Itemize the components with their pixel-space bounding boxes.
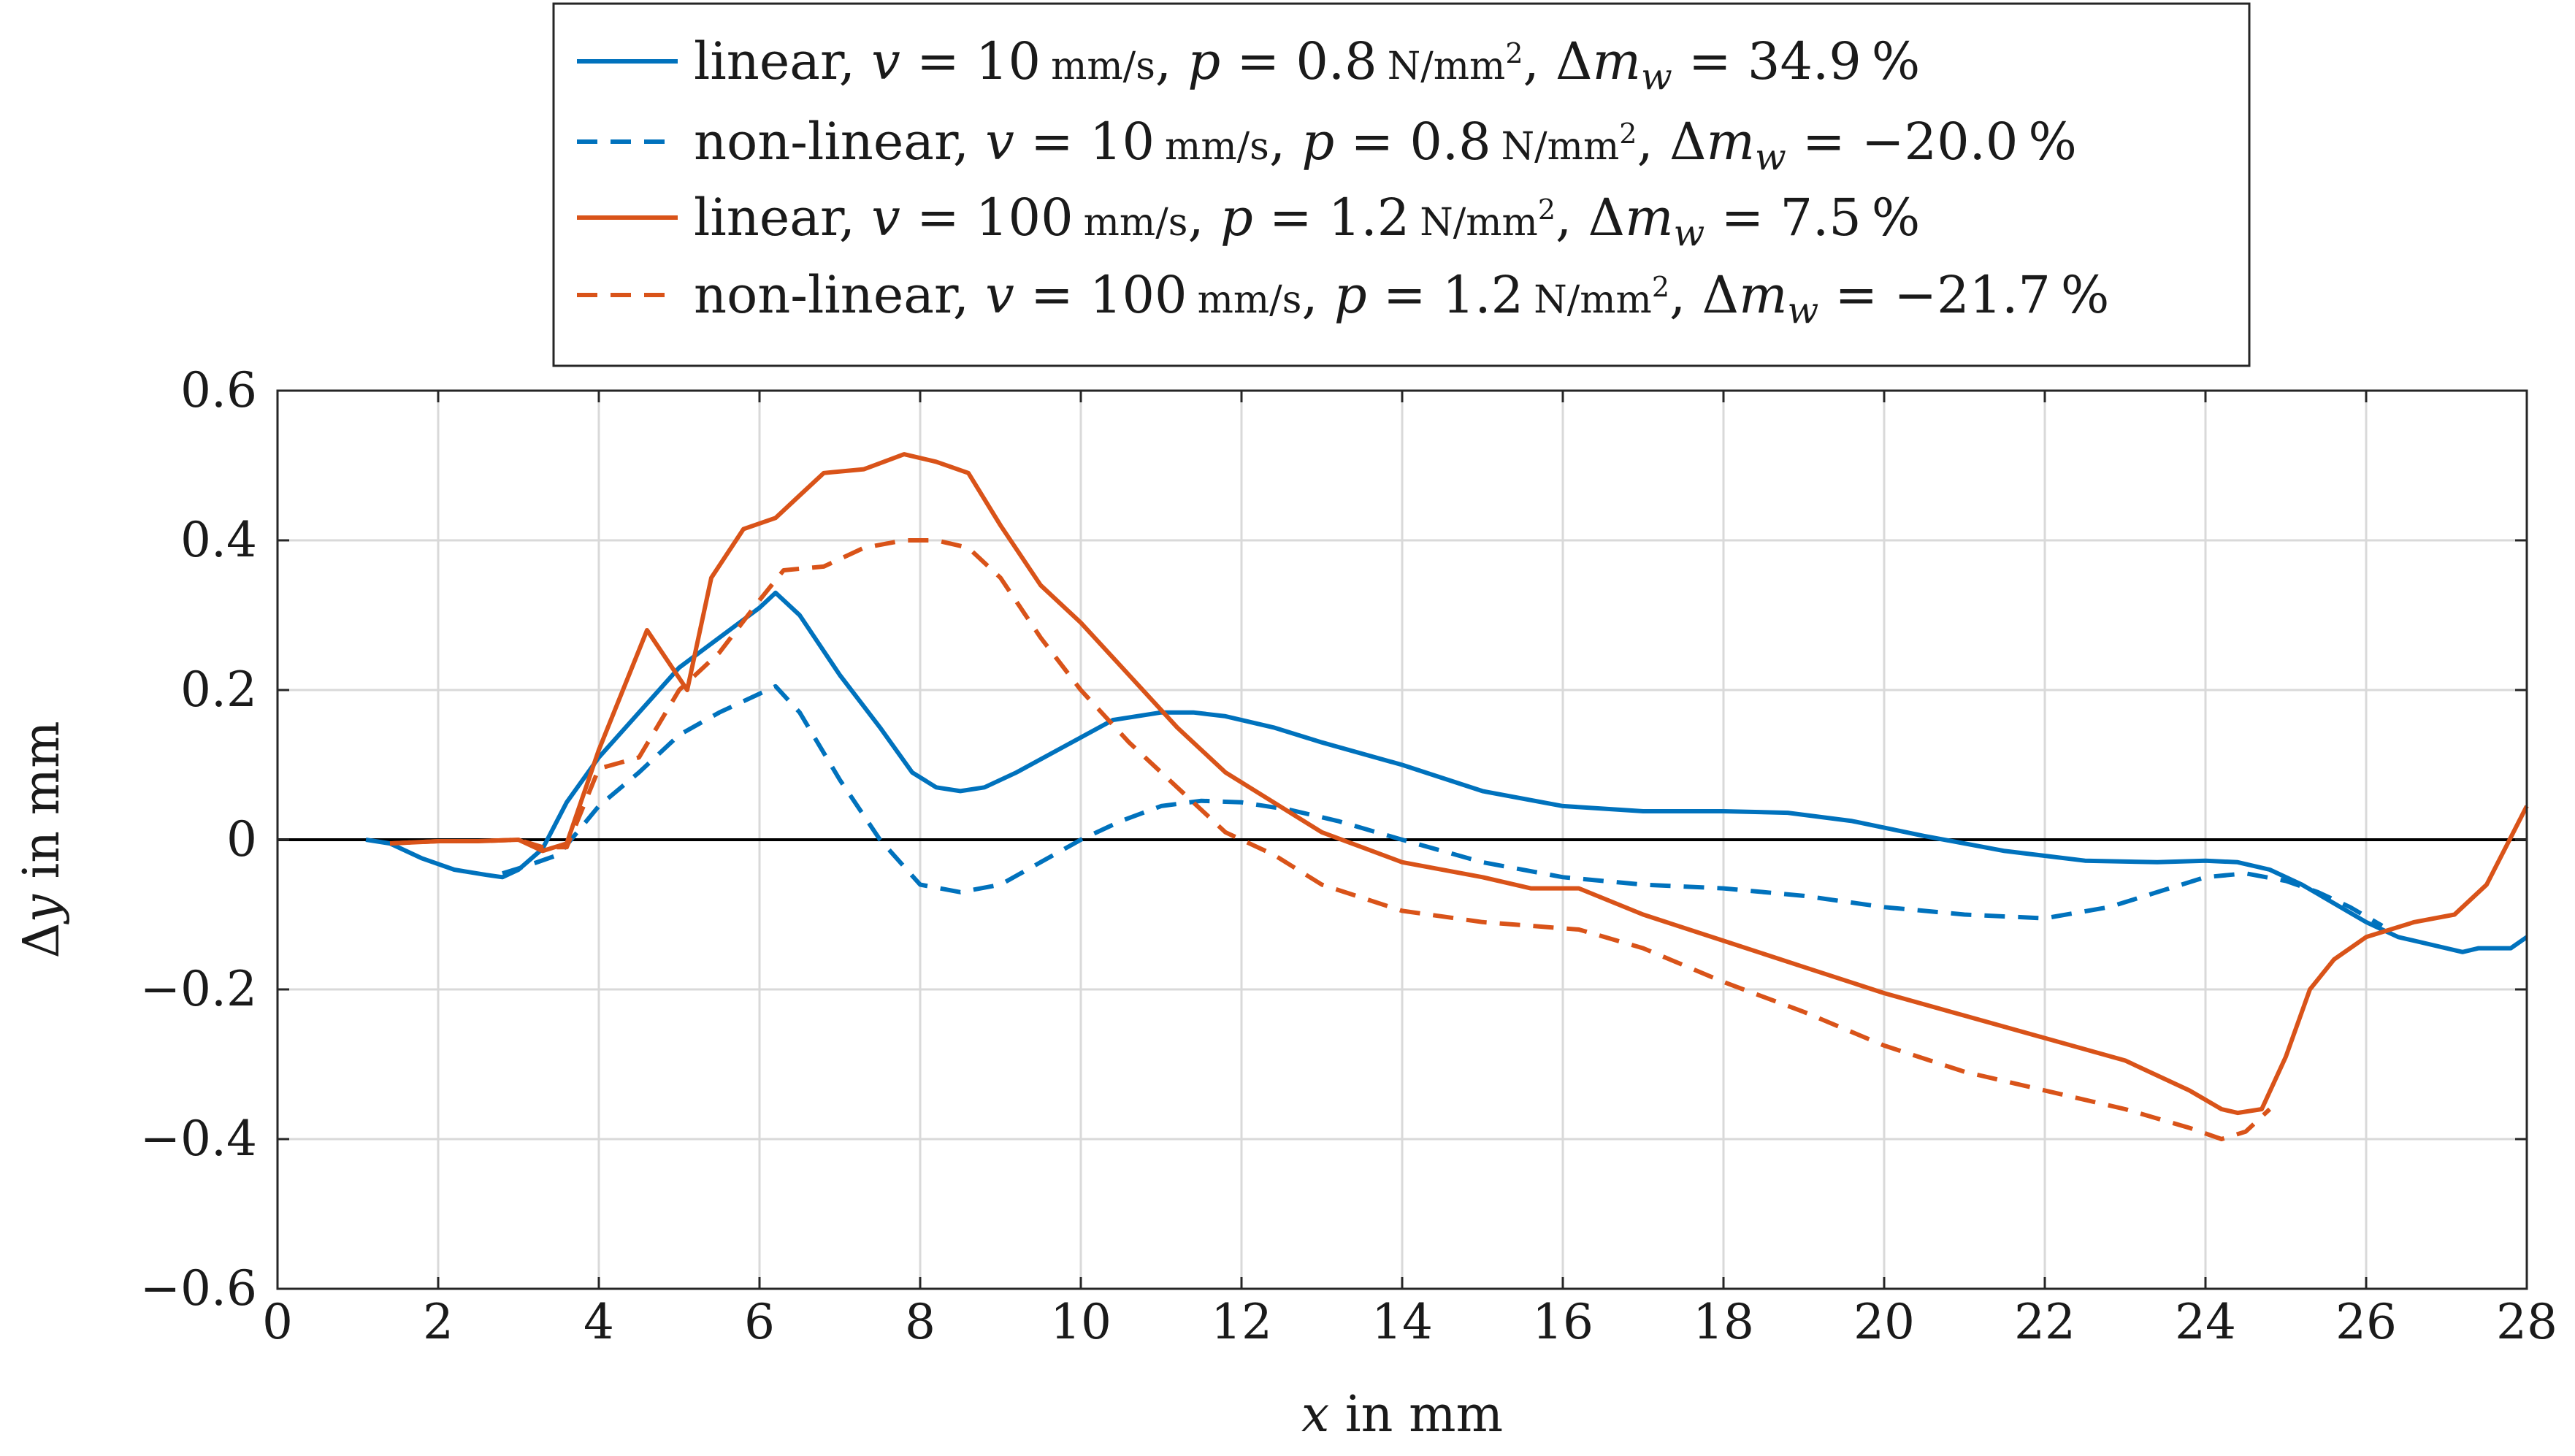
y-tick-label: −0.4 xyxy=(140,1111,257,1167)
x-tick-label: 10 xyxy=(1050,1294,1112,1350)
x-tick-label: 6 xyxy=(744,1294,775,1350)
x-tick-label: 14 xyxy=(1371,1294,1433,1350)
x-tick-label: 8 xyxy=(905,1294,936,1350)
tick-layer: 0 2 4 6 8 10 12 14 16 18 20 22 24 26 28−0.6−0.4−0.200.… xyxy=(140,362,2557,1350)
series-line-2 xyxy=(502,683,2384,928)
legend-entry-3: linear, v = 100 mm/s, p = 1.2 N/mm2, Δmw… xyxy=(694,188,1920,254)
series-line-3 xyxy=(389,452,2529,1116)
x-axis-symbol: x xyxy=(1301,1386,1329,1444)
x-tick-label: 22 xyxy=(2014,1294,2075,1350)
x-axis-title: x in mm xyxy=(1301,1386,1503,1444)
legend-entry-4: non-linear, v = 100 mm/s, p = 1.2 N/mm2,… xyxy=(694,265,2109,332)
x-tick-label: 26 xyxy=(2335,1294,2397,1350)
series-line-4 xyxy=(389,538,2272,1141)
y-tick-label: −0.2 xyxy=(140,961,257,1017)
x-tick-label: 16 xyxy=(1532,1294,1593,1350)
legend-box xyxy=(552,2,2251,367)
y-tick-label: −0.6 xyxy=(140,1260,257,1317)
x-tick-label: 18 xyxy=(1693,1294,1754,1350)
y-tick-label: 0 xyxy=(226,811,257,867)
x-tick-label: 24 xyxy=(2175,1294,2236,1350)
x-tick-label: 2 xyxy=(423,1294,454,1350)
x-tick-label: 4 xyxy=(584,1294,614,1350)
x-tick-label: 12 xyxy=(1211,1294,1272,1350)
x-tick-label: 0 xyxy=(262,1294,293,1350)
series-layer xyxy=(365,452,2529,1141)
legend-entry-2: non-linear, v = 10 mm/s, p = 0.8 N/mm2, … xyxy=(694,112,2077,178)
legend-entry-1: linear, v = 10 mm/s, p = 0.8 N/mm2, Δmw … xyxy=(694,31,1920,98)
y-tick-label: 0.6 xyxy=(180,362,257,418)
x-tick-label: 20 xyxy=(1853,1294,1915,1350)
series-line-1 xyxy=(365,590,2528,954)
x-axis-unit: in mm xyxy=(1329,1386,1503,1444)
y-axis-unit: in mm xyxy=(13,721,71,894)
y-axis-delta: Δ xyxy=(13,923,71,959)
legend: linear, v = 10 mm/s, p = 0.8 N/mm2, Δmw … xyxy=(552,2,2251,367)
x-tick-label: 28 xyxy=(2496,1294,2557,1350)
y-axis-title: Δy in mm xyxy=(13,721,71,958)
y-axis-symbol: y xyxy=(13,894,71,925)
y-tick-label: 0.4 xyxy=(180,512,257,568)
y-tick-label: 0.2 xyxy=(180,662,257,718)
